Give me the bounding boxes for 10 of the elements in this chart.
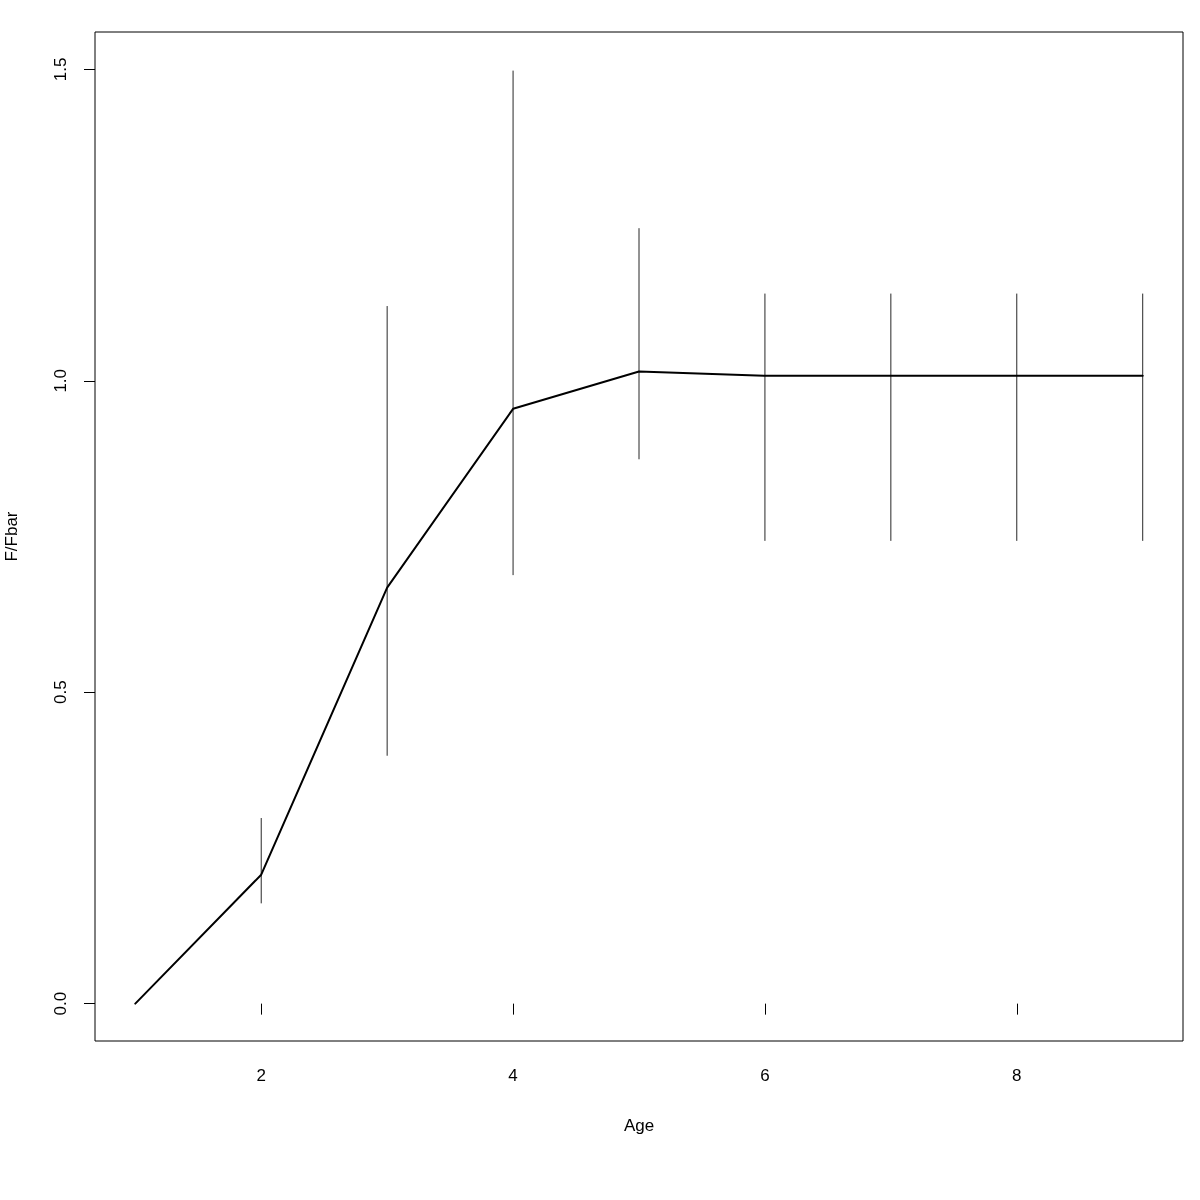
x-tick-label: 2 <box>256 1066 266 1085</box>
y-tick-label: 0.5 <box>51 680 70 705</box>
x-axis-title: Age <box>623 1116 655 1135</box>
x-tick-label: 4 <box>508 1066 518 1085</box>
y-tick-label: 1.0 <box>51 368 70 393</box>
x-tick-label: 8 <box>1012 1066 1022 1085</box>
y-tick-label: 0.0 <box>51 991 70 1016</box>
y-axis-title: F/Fbar <box>2 511 21 562</box>
x-tick-label: 6 <box>760 1066 770 1085</box>
y-tick-label: 1.5 <box>51 57 70 82</box>
